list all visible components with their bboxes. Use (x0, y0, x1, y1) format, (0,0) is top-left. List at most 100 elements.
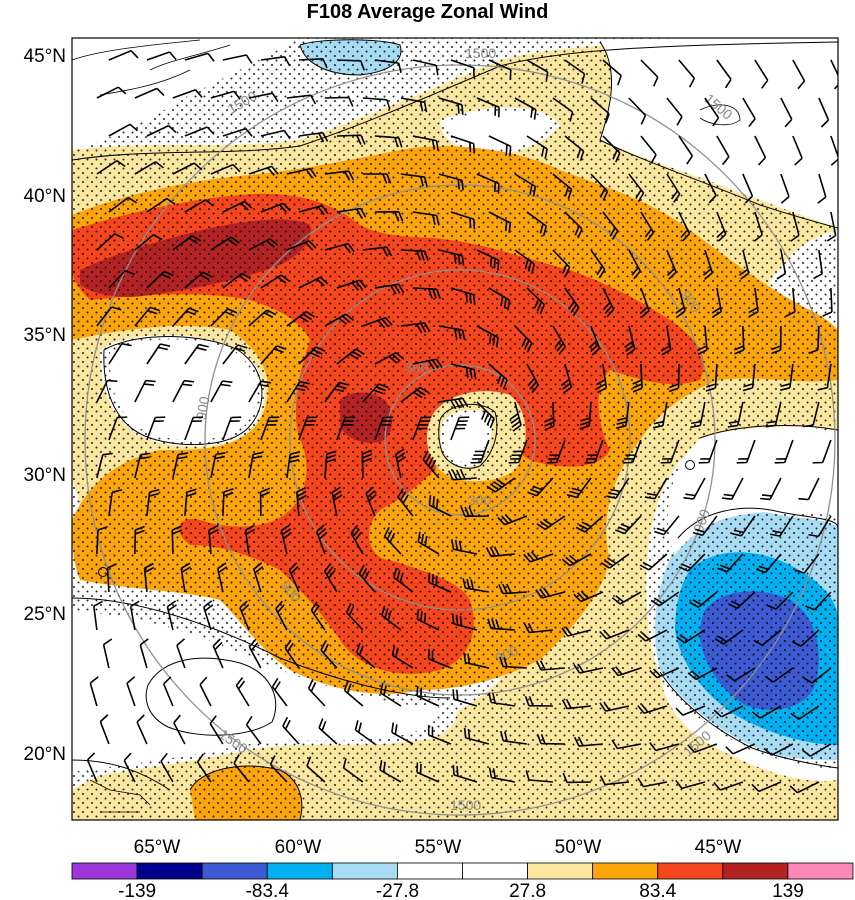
wind-barb (754, 135, 767, 166)
wind-barb (714, 629, 744, 645)
wind-barb (666, 173, 681, 203)
wind-barb (675, 287, 686, 318)
wind-barb (702, 249, 714, 280)
wind-barb (93, 600, 103, 631)
range-ring-label: 1500 (465, 45, 496, 61)
wind-barb (134, 379, 156, 403)
wind-barb (760, 477, 782, 501)
wind-barb (766, 591, 794, 610)
latitude-label: 45°N (24, 46, 66, 67)
wind-barb (298, 204, 329, 216)
wind-barb (400, 386, 430, 403)
wind-barb (652, 401, 668, 429)
wind-barb (514, 325, 533, 353)
wind-barb (422, 450, 440, 479)
wind-barb (184, 488, 197, 517)
wind-barb (209, 715, 224, 745)
wind-barb (615, 515, 642, 535)
wind-barb (96, 526, 108, 555)
wind-barb (324, 450, 337, 479)
wind-barb (826, 211, 837, 242)
wind-barb (526, 363, 540, 394)
wind-barb (210, 308, 238, 327)
wind-barb (318, 718, 338, 745)
wind-barb (716, 211, 727, 242)
wind-barb (552, 173, 573, 199)
wind-barb (427, 725, 452, 745)
wind-barb (286, 167, 317, 179)
wind-barb (754, 59, 769, 89)
wind-barb (742, 363, 756, 392)
longitude-label: 65°W (134, 837, 181, 858)
wind-barb (588, 325, 601, 356)
wind-barb (393, 567, 414, 593)
wind-barb (488, 59, 512, 80)
wind-barb (451, 539, 478, 555)
wind-barb (628, 97, 647, 125)
wind-barb (400, 249, 429, 261)
wind-barb (99, 714, 110, 745)
wind-barb (96, 379, 118, 403)
wind-barb (417, 531, 440, 555)
latitude-label: 30°N (24, 465, 66, 486)
colorbar-swatch (722, 862, 789, 880)
wind-barb (742, 97, 756, 127)
wind-barb (324, 381, 349, 403)
longitude-label: 45°W (695, 837, 742, 858)
wind-barb (162, 676, 174, 707)
wind-barb (176, 638, 186, 669)
wind-barb (698, 439, 718, 464)
wind-barb (342, 758, 364, 783)
wind-barb (649, 667, 680, 679)
wind-barb (260, 274, 290, 289)
wind-barb (416, 609, 440, 631)
wind-barb (527, 477, 554, 497)
wind-barb (286, 240, 317, 251)
wind-barb (560, 363, 573, 394)
wind-barb (374, 135, 403, 148)
wind-barb (600, 553, 630, 569)
wind-barb (324, 96, 354, 107)
latitude-label: 40°N (24, 186, 66, 207)
wind-barbs (86, 49, 838, 794)
wind-barb (742, 173, 754, 204)
wind-barb (336, 134, 366, 145)
wind-barb (108, 269, 136, 289)
wind-barb (476, 173, 500, 194)
wind-barb (488, 692, 516, 707)
wind-barb (637, 777, 668, 788)
wind-barb (108, 196, 138, 213)
wind-barb (697, 325, 708, 356)
wind-barb (785, 287, 796, 318)
wind-barb (451, 613, 478, 631)
wind-barb (96, 233, 124, 251)
wind-barb (485, 546, 515, 558)
wind-barb (269, 755, 288, 783)
wind-barb (134, 234, 163, 251)
wind-barb (498, 583, 527, 595)
wind-barb (713, 705, 744, 718)
wind-barb (535, 660, 565, 671)
wind-barb (248, 638, 262, 669)
colorbar-swatch (71, 862, 138, 880)
wind-barb (184, 126, 215, 137)
wind-barb (734, 325, 745, 355)
wind-barb (412, 287, 441, 299)
wind-barb (552, 97, 574, 122)
wind-barb (450, 59, 475, 78)
wind-barb (660, 439, 680, 464)
wind-barb (324, 242, 355, 254)
wind-barb (606, 477, 630, 499)
wind-barb (790, 705, 820, 720)
wind-barb (452, 689, 478, 707)
wind-barb (450, 363, 477, 380)
wind-barb (463, 727, 490, 745)
wind-barb (146, 124, 177, 137)
wind-barb (692, 515, 718, 537)
colorbar-swatch (266, 862, 333, 880)
wind-barb (584, 439, 604, 464)
wind-barb (134, 87, 165, 99)
colorbar-label: 83.4 (639, 881, 676, 900)
wind-barb (102, 638, 113, 669)
